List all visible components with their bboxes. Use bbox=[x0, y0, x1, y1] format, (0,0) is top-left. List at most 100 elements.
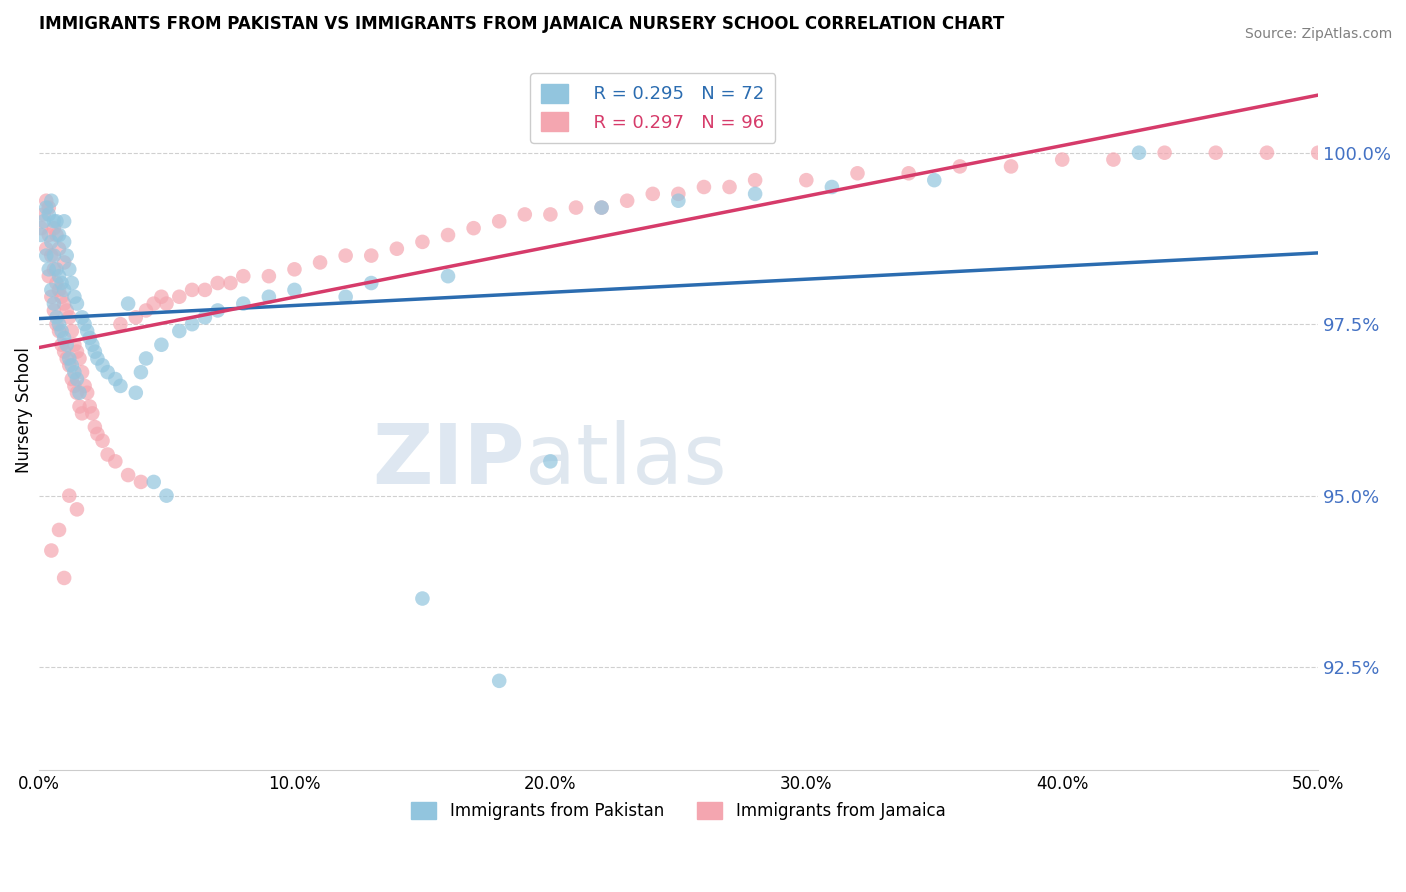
Point bbox=[69, 351, 91, 366]
Point bbox=[181, 283, 204, 297]
Point bbox=[666, 194, 689, 208]
Point bbox=[60, 359, 83, 373]
Point bbox=[42, 249, 65, 263]
Point bbox=[53, 571, 76, 585]
Point bbox=[194, 310, 217, 325]
Point bbox=[41, 235, 63, 249]
Point bbox=[73, 379, 96, 393]
Point bbox=[437, 227, 460, 242]
Point bbox=[169, 324, 191, 338]
Point bbox=[155, 489, 177, 503]
Point bbox=[53, 235, 76, 249]
Point bbox=[82, 337, 104, 351]
Text: atlas: atlas bbox=[524, 420, 727, 500]
Point bbox=[66, 385, 89, 400]
Point bbox=[66, 296, 89, 310]
Point bbox=[335, 290, 357, 304]
Point bbox=[897, 166, 920, 180]
Point bbox=[32, 207, 55, 221]
Point bbox=[411, 591, 433, 606]
Point bbox=[1102, 153, 1125, 167]
Point bbox=[1205, 145, 1227, 160]
Point bbox=[104, 372, 127, 386]
Point bbox=[538, 454, 561, 468]
Point bbox=[97, 448, 120, 462]
Point bbox=[488, 214, 510, 228]
Point bbox=[38, 201, 60, 215]
Point bbox=[76, 385, 98, 400]
Point bbox=[194, 283, 217, 297]
Point bbox=[41, 283, 63, 297]
Point bbox=[150, 337, 173, 351]
Point bbox=[60, 276, 83, 290]
Point bbox=[51, 276, 73, 290]
Point bbox=[83, 344, 105, 359]
Point bbox=[38, 207, 60, 221]
Point bbox=[53, 331, 76, 345]
Text: IMMIGRANTS FROM PAKISTAN VS IMMIGRANTS FROM JAMAICA NURSERY SCHOOL CORRELATION C: IMMIGRANTS FROM PAKISTAN VS IMMIGRANTS F… bbox=[38, 15, 1004, 33]
Point bbox=[283, 283, 305, 297]
Point bbox=[58, 262, 80, 277]
Point bbox=[169, 290, 191, 304]
Point bbox=[794, 173, 817, 187]
Point bbox=[1128, 145, 1150, 160]
Point bbox=[53, 214, 76, 228]
Point bbox=[411, 235, 433, 249]
Point bbox=[45, 214, 67, 228]
Point bbox=[48, 317, 70, 331]
Point bbox=[718, 180, 741, 194]
Point bbox=[385, 242, 408, 256]
Point bbox=[55, 351, 77, 366]
Point bbox=[821, 180, 844, 194]
Point bbox=[53, 344, 76, 359]
Point bbox=[150, 290, 173, 304]
Point bbox=[45, 262, 67, 277]
Point bbox=[257, 290, 280, 304]
Point bbox=[335, 249, 357, 263]
Point bbox=[35, 242, 58, 256]
Point bbox=[283, 262, 305, 277]
Point bbox=[70, 406, 93, 420]
Point bbox=[38, 262, 60, 277]
Point bbox=[513, 207, 536, 221]
Point bbox=[360, 249, 382, 263]
Y-axis label: Nursery School: Nursery School bbox=[15, 347, 32, 473]
Point bbox=[42, 303, 65, 318]
Point bbox=[63, 337, 86, 351]
Point bbox=[1308, 145, 1330, 160]
Point bbox=[35, 201, 58, 215]
Point bbox=[60, 324, 83, 338]
Point bbox=[82, 406, 104, 420]
Point bbox=[744, 173, 766, 187]
Point bbox=[744, 186, 766, 201]
Point bbox=[309, 255, 332, 269]
Point bbox=[32, 214, 55, 228]
Point bbox=[38, 269, 60, 284]
Point bbox=[104, 454, 127, 468]
Point bbox=[69, 385, 91, 400]
Point bbox=[846, 166, 869, 180]
Point bbox=[142, 475, 165, 489]
Point bbox=[666, 186, 689, 201]
Point bbox=[42, 214, 65, 228]
Point bbox=[207, 276, 229, 290]
Point bbox=[641, 186, 664, 201]
Point bbox=[219, 276, 242, 290]
Point bbox=[53, 296, 76, 310]
Point bbox=[35, 249, 58, 263]
Point bbox=[41, 249, 63, 263]
Point bbox=[117, 468, 139, 483]
Point bbox=[565, 201, 588, 215]
Point bbox=[60, 372, 83, 386]
Point bbox=[53, 283, 76, 297]
Point bbox=[181, 317, 204, 331]
Point bbox=[58, 310, 80, 325]
Point bbox=[437, 269, 460, 284]
Point bbox=[42, 221, 65, 235]
Point bbox=[45, 276, 67, 290]
Point bbox=[91, 434, 114, 448]
Point bbox=[538, 207, 561, 221]
Point bbox=[1153, 145, 1175, 160]
Point bbox=[38, 227, 60, 242]
Point bbox=[232, 296, 254, 310]
